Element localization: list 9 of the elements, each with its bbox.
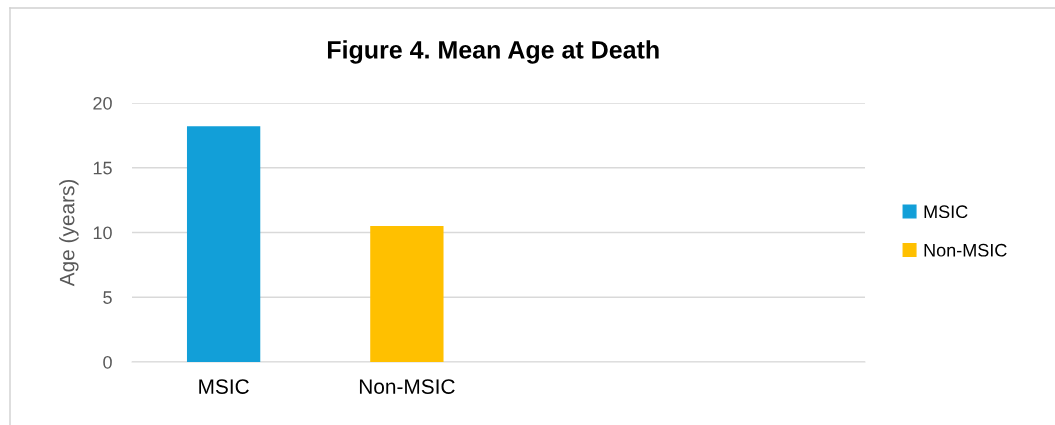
y-tick-label: 0 xyxy=(103,355,112,369)
y-tick-label: 15 xyxy=(93,161,112,175)
legend-label: Non-MSIC xyxy=(924,243,1007,257)
legend-label: MSIC xyxy=(924,205,968,219)
chart-title: Figure 4. Mean Age at Death xyxy=(327,40,659,64)
y-tick-label: 10 xyxy=(93,226,112,240)
y-axis-title: Age (years) xyxy=(59,179,79,287)
y-tick-label: 20 xyxy=(93,96,112,110)
y-tick-label: 5 xyxy=(103,291,112,304)
